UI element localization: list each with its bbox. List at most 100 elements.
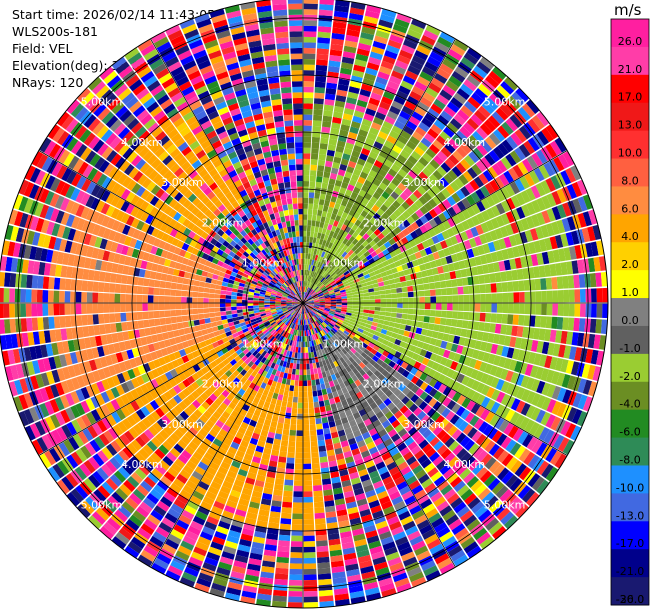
velocity-gate [596, 303, 603, 318]
velocity-gate [452, 203, 462, 214]
velocity-gate [501, 121, 514, 135]
velocity-gate [398, 510, 411, 521]
velocity-gate [228, 428, 238, 437]
velocity-gate [340, 474, 350, 482]
velocity-gate [403, 145, 414, 155]
velocity-gate [374, 331, 381, 337]
velocity-gate [184, 431, 195, 441]
velocity-gate [361, 118, 373, 127]
velocity-gate [316, 344, 321, 351]
velocity-gate [297, 313, 301, 320]
velocity-gate [303, 330, 305, 337]
velocity-gate [320, 366, 326, 373]
velocity-gate [300, 313, 302, 320]
velocity-gate [388, 238, 396, 246]
velocity-gate [310, 310, 315, 316]
velocity-gate [425, 432, 436, 443]
velocity-gate [460, 451, 472, 464]
velocity-gate [307, 341, 310, 348]
velocity-gate [325, 267, 331, 273]
velocity-gate [317, 244, 322, 251]
velocity-gate [366, 592, 382, 602]
velocity-gate [132, 367, 141, 377]
velocity-gate [505, 396, 516, 409]
velocity-gate [406, 280, 413, 287]
velocity-gate [389, 384, 398, 393]
velocity-gate [330, 281, 337, 287]
velocity-gate [422, 92, 436, 103]
velocity-gate [443, 468, 455, 480]
velocity-gate [190, 551, 205, 562]
velocity-gate [451, 225, 460, 235]
velocity-gate [90, 383, 101, 395]
velocity-gate [535, 149, 548, 164]
velocity-gate [596, 288, 603, 303]
velocity-gate [344, 285, 351, 290]
velocity-gate [81, 373, 91, 386]
velocity-gate [354, 351, 361, 358]
velocity-gate [344, 226, 352, 234]
velocity-gate [428, 198, 438, 209]
velocity-gate [9, 303, 15, 318]
velocity-gate [362, 270, 369, 276]
velocity-gate [325, 511, 337, 519]
velocity-gate [107, 427, 119, 440]
velocity-gate [341, 479, 352, 488]
velocity-gate [385, 44, 400, 55]
velocity-gate [376, 154, 386, 164]
velocity-gate [464, 155, 476, 167]
velocity-gate [446, 310, 453, 319]
velocity-gate [515, 220, 525, 233]
velocity-gate [365, 362, 373, 370]
velocity-gate [308, 318, 311, 325]
velocity-gate [385, 551, 400, 562]
velocity-gate [280, 406, 287, 413]
velocity-gate [474, 87, 488, 101]
velocity-gate [358, 303, 364, 307]
velocity-gate [536, 460, 550, 476]
velocity-gate [582, 379, 593, 395]
velocity-gate [535, 409, 546, 424]
velocity-gate [325, 194, 332, 202]
velocity-gate [327, 235, 333, 243]
velocity-gate [394, 186, 403, 196]
velocity-gate [325, 346, 331, 353]
velocity-gate [310, 435, 318, 442]
velocity-gate [58, 442, 71, 457]
velocity-gate [311, 277, 315, 283]
velocity-gate [331, 327, 338, 333]
velocity-gate [162, 332, 169, 340]
velocity-gate [373, 141, 384, 150]
velocity-gate [303, 219, 308, 226]
velocity-gate [338, 249, 345, 256]
velocity-gate [367, 317, 374, 322]
velocity-gate [278, 335, 284, 342]
velocity-gate [392, 272, 400, 279]
velocity-gate [337, 84, 349, 92]
velocity-gate [432, 371, 442, 381]
velocity-gate [378, 168, 388, 178]
velocity-gate [386, 135, 397, 145]
velocity-gate [235, 327, 243, 333]
velocity-gate [303, 291, 305, 298]
velocity-gate [380, 328, 388, 335]
velocity-gate [233, 385, 241, 393]
velocity-gate [80, 400, 91, 414]
velocity-gate [396, 505, 409, 516]
velocity-gate [361, 26, 376, 35]
velocity-gate [98, 313, 105, 324]
velocity-gate [373, 515, 386, 525]
velocity-gate [168, 353, 177, 362]
velocity-gate [309, 363, 314, 370]
velocity-gate [283, 372, 288, 379]
velocity-gate [372, 254, 380, 262]
velocity-gate [208, 303, 215, 308]
velocity-gate [401, 369, 410, 378]
velocity-gate [392, 200, 401, 209]
velocity-gate [147, 295, 154, 303]
velocity-gate [241, 487, 253, 496]
velocity-gate [230, 299, 237, 303]
velocity-gate [317, 338, 321, 345]
velocity-gate [270, 505, 282, 513]
velocity-gate [231, 306, 237, 311]
